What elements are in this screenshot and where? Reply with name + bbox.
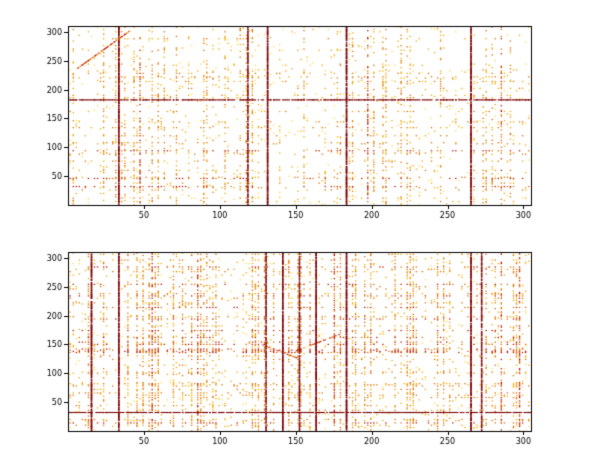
figure <box>0 0 610 460</box>
dual-dotplot-canvas <box>0 0 610 460</box>
